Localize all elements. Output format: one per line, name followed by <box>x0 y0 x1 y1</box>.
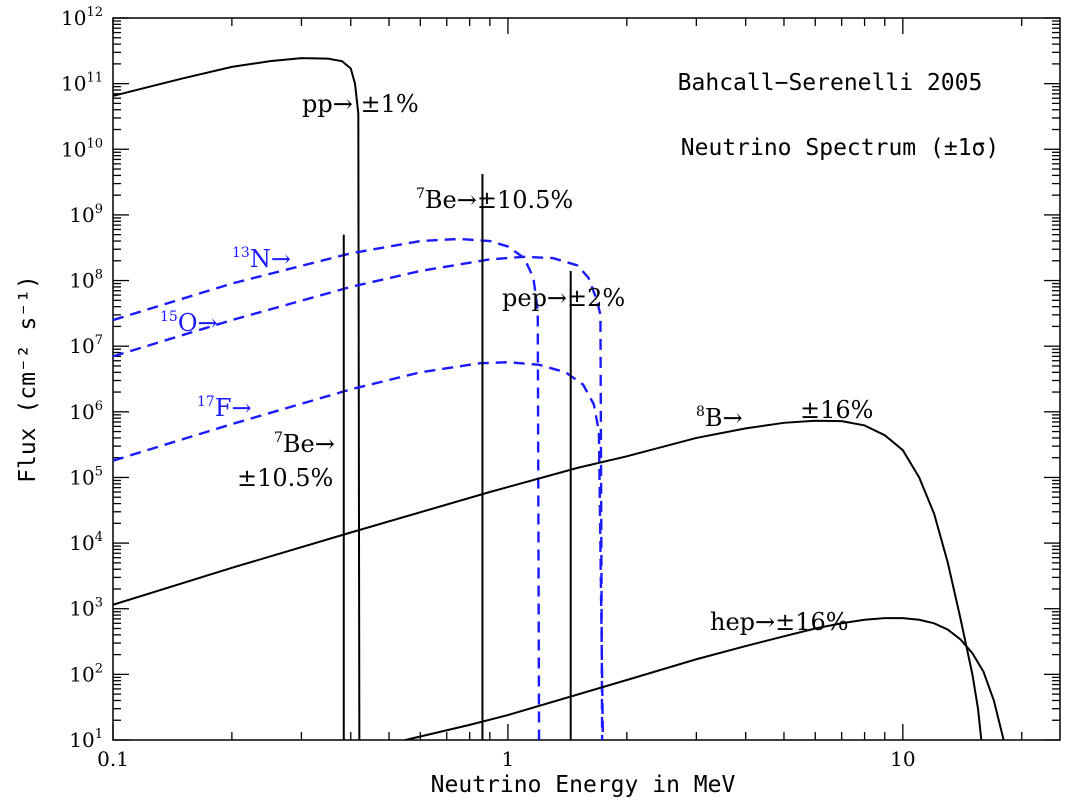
plot-frame <box>112 17 1061 741</box>
annotation-b8-err: ±16% <box>800 396 873 424</box>
y-tick-label: 103 <box>69 596 103 621</box>
y-tick-label: 1011 <box>61 71 103 96</box>
y-tick-label: 105 <box>69 464 103 489</box>
y-tick-label: 102 <box>69 661 103 686</box>
annotation-f17: 17F→ <box>197 394 252 422</box>
annotation-be7-low-line2: ±10.5% <box>237 464 333 492</box>
series-line-17f <box>112 361 605 741</box>
series-line-hep <box>405 617 1005 741</box>
series-line-15o <box>112 255 604 741</box>
series-layer <box>112 57 1005 741</box>
series-line-13n <box>112 237 541 741</box>
y-tick-label: 1010 <box>61 136 103 161</box>
annotation-be7-high: 7Be→±10.5% <box>416 186 573 214</box>
line-spectra-layer <box>342 174 572 740</box>
annotation-b8: 8B→ <box>696 404 743 432</box>
annotation-be7-low-line1: 7Be→ <box>274 430 335 458</box>
y-tick-label: 108 <box>69 268 103 293</box>
annotation-hep: hep→±16% <box>710 608 849 636</box>
series-line-8b <box>112 419 983 741</box>
x-tick-label: 1 <box>502 747 515 771</box>
y-tick-label: 109 <box>69 202 103 227</box>
y-axis-label: Flux (cm⁻² s⁻¹) <box>15 275 41 483</box>
annotations-layer: pp→ ±1%7Be→±10.5%pep→±2%13N→15O→17F→7Be→… <box>160 90 873 636</box>
y-tick-label: 1012 <box>61 5 103 30</box>
y-tick-label: 104 <box>69 530 103 555</box>
annotation-pep: pep→±2% <box>502 284 625 312</box>
tick-labels: 0.1 1 10 101 102 103 104 105 106 107 108 109 1010 101… <box>61 5 916 771</box>
y-tick-label: 107 <box>69 333 103 358</box>
chart-title: Bahcall−Serenelli 2005 <box>678 70 983 96</box>
annotation-o15: 15O→ <box>160 309 218 337</box>
x-tick-label: 10 <box>890 747 915 771</box>
x-axis-label: Neutrino Energy in MeV <box>431 772 736 798</box>
annotation-pp: pp→ ±1% <box>302 90 419 118</box>
x-tick-label: 0.1 <box>97 747 129 771</box>
series-line-pp <box>112 57 361 741</box>
y-tick-label: 101 <box>69 727 103 752</box>
y-tick-label: 106 <box>69 399 103 424</box>
chart-subtitle: Neutrino Spectrum (±1σ) <box>681 135 1000 161</box>
annotation-n13: 13N→ <box>232 245 291 273</box>
axis-ticks <box>112 17 1060 741</box>
